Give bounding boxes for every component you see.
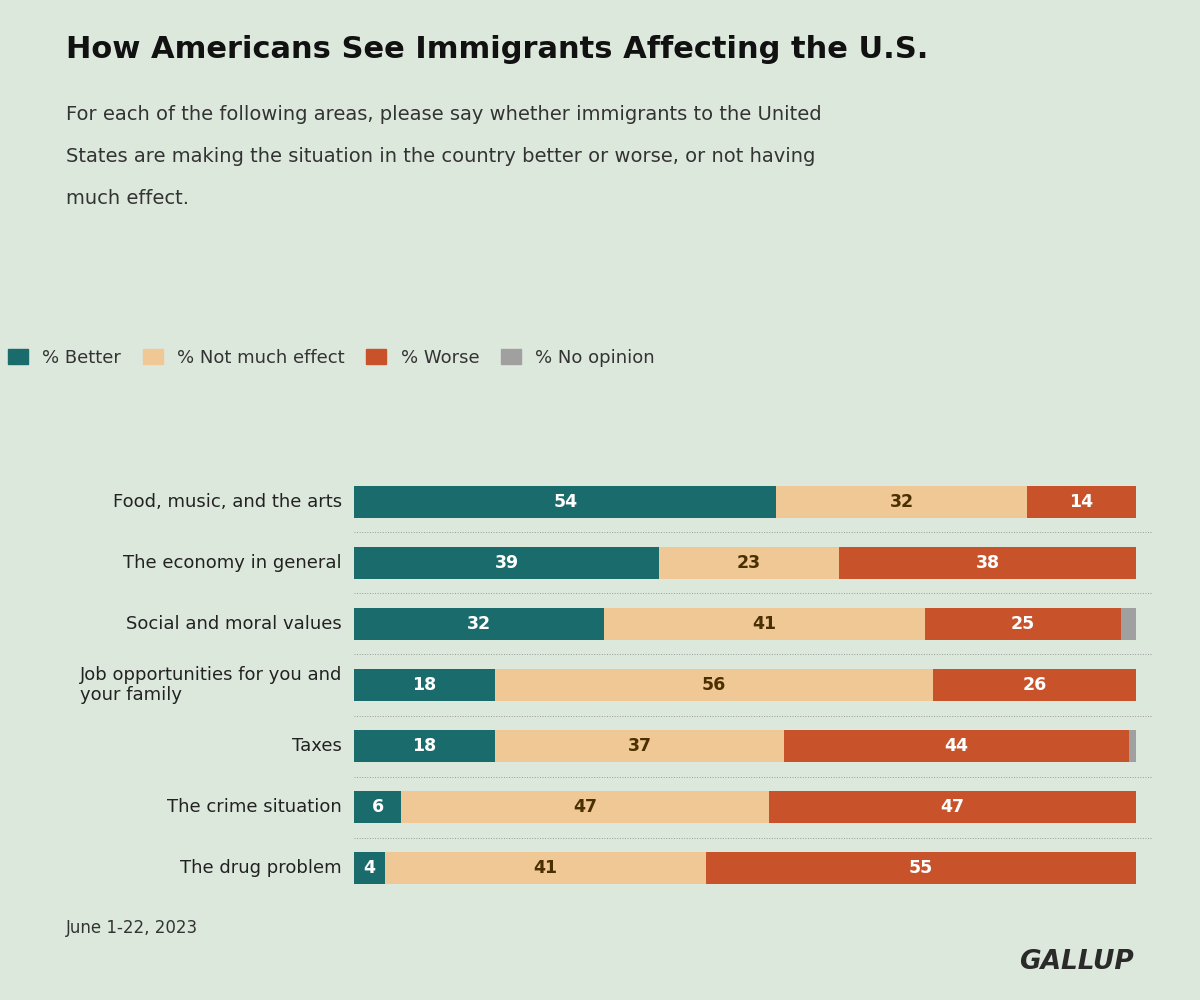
Text: 23: 23 xyxy=(737,554,761,572)
Text: 18: 18 xyxy=(413,676,437,694)
Bar xyxy=(659,547,839,579)
Text: 41: 41 xyxy=(534,859,558,877)
Text: 26: 26 xyxy=(1022,676,1046,694)
Text: 4: 4 xyxy=(364,859,376,877)
Bar xyxy=(354,730,494,762)
Text: 54: 54 xyxy=(553,493,577,511)
Bar xyxy=(494,669,932,701)
Text: 47: 47 xyxy=(572,798,596,816)
Bar xyxy=(401,791,769,823)
Bar xyxy=(354,486,776,518)
Bar xyxy=(1027,486,1136,518)
Text: 39: 39 xyxy=(494,554,518,572)
Bar xyxy=(839,547,1136,579)
Text: June 1-22, 2023: June 1-22, 2023 xyxy=(66,919,198,937)
Bar xyxy=(706,852,1136,884)
Text: 41: 41 xyxy=(752,615,776,633)
Text: States are making the situation in the country better or worse, or not having: States are making the situation in the c… xyxy=(66,147,815,166)
Text: 44: 44 xyxy=(944,737,968,755)
Bar xyxy=(385,852,706,884)
Text: much effect.: much effect. xyxy=(66,189,190,208)
Text: Taxes: Taxes xyxy=(292,737,342,755)
Text: 25: 25 xyxy=(1010,615,1036,633)
Text: Job opportunities for you and
your family: Job opportunities for you and your famil… xyxy=(79,666,342,704)
Bar xyxy=(1121,608,1136,640)
Bar xyxy=(354,547,659,579)
Bar xyxy=(769,791,1136,823)
Text: 56: 56 xyxy=(702,676,726,694)
Bar xyxy=(776,486,1027,518)
Legend: % Better, % Not much effect, % Worse, % No opinion: % Better, % Not much effect, % Worse, % … xyxy=(8,349,655,367)
Text: 37: 37 xyxy=(628,737,652,755)
Text: 47: 47 xyxy=(941,798,965,816)
Bar xyxy=(354,852,385,884)
Text: Food, music, and the arts: Food, music, and the arts xyxy=(113,493,342,511)
Bar xyxy=(354,669,494,701)
Text: 55: 55 xyxy=(910,859,934,877)
Bar xyxy=(354,608,605,640)
Text: How Americans See Immigrants Affecting the U.S.: How Americans See Immigrants Affecting t… xyxy=(66,35,929,64)
Text: 6: 6 xyxy=(372,798,384,816)
Text: 32: 32 xyxy=(889,493,913,511)
Text: 38: 38 xyxy=(976,554,1000,572)
Bar xyxy=(932,669,1136,701)
Bar xyxy=(605,608,925,640)
Text: The crime situation: The crime situation xyxy=(167,798,342,816)
Bar xyxy=(925,608,1121,640)
Text: GALLUP: GALLUP xyxy=(1019,949,1134,975)
Text: 14: 14 xyxy=(1069,493,1093,511)
Text: 32: 32 xyxy=(467,615,491,633)
Bar xyxy=(354,791,401,823)
Bar xyxy=(1128,730,1136,762)
Text: For each of the following areas, please say whether immigrants to the United: For each of the following areas, please … xyxy=(66,105,822,124)
Bar xyxy=(494,730,785,762)
Text: 18: 18 xyxy=(413,737,437,755)
Text: The economy in general: The economy in general xyxy=(124,554,342,572)
Text: Social and moral values: Social and moral values xyxy=(126,615,342,633)
Bar xyxy=(785,730,1128,762)
Text: The drug problem: The drug problem xyxy=(180,859,342,877)
